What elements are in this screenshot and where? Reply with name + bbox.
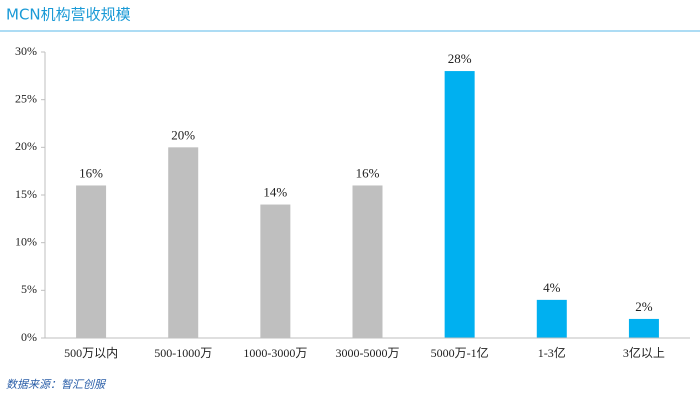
bar xyxy=(168,147,199,338)
x-tick-label: 3000-5000万 xyxy=(336,346,400,360)
x-tick-label: 3亿以上 xyxy=(623,345,665,360)
x-tick-label: 500万以内 xyxy=(64,346,118,360)
y-tick-label: 25% xyxy=(15,91,37,105)
chart-title: MCN机构营收规模 xyxy=(6,6,131,24)
source-note: 数据来源：智汇创服 xyxy=(6,378,107,391)
value-label: 28% xyxy=(448,51,472,66)
y-tick-label: 5% xyxy=(21,282,37,296)
value-label: 16% xyxy=(356,165,380,180)
y-tick-label: 15% xyxy=(15,187,37,201)
x-tick-label: 500-1000万 xyxy=(154,346,212,360)
value-label: 20% xyxy=(171,127,195,142)
y-tick-label: 20% xyxy=(15,139,37,153)
bar xyxy=(76,185,107,338)
value-label: 14% xyxy=(263,185,287,200)
x-tick-label: 5000万-1亿 xyxy=(431,345,489,360)
x-tick-label: 1000-3000万 xyxy=(243,346,307,360)
bar xyxy=(260,204,291,338)
value-label: 2% xyxy=(635,299,653,314)
x-tick-label: 1-3亿 xyxy=(538,345,566,360)
bar xyxy=(352,185,383,338)
value-label: 4% xyxy=(543,280,561,295)
y-tick-label: 10% xyxy=(15,234,37,248)
bar xyxy=(628,318,659,338)
y-tick-label: 30% xyxy=(15,44,37,58)
y-tick-label: 0% xyxy=(21,330,37,344)
bar xyxy=(536,299,567,338)
value-label: 16% xyxy=(79,165,103,180)
bar xyxy=(444,71,475,339)
